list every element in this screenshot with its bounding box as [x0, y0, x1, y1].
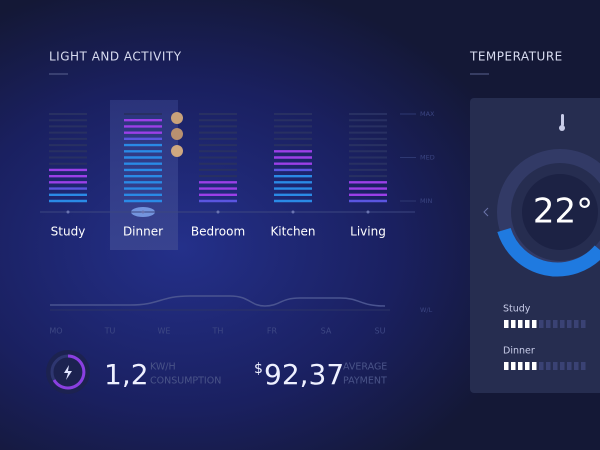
- lit-segment: [532, 362, 537, 370]
- day-label: MO: [49, 327, 62, 336]
- scale-label: MAX: [420, 110, 435, 118]
- consumption-value: 1,2: [104, 358, 149, 391]
- segment: [546, 362, 551, 370]
- level-bar: [199, 181, 237, 203]
- marker: [141, 210, 145, 214]
- level-bar: [124, 119, 162, 203]
- scale-label: MIN: [420, 197, 433, 205]
- payment-value: 92,37: [264, 358, 344, 391]
- avatars: [171, 112, 183, 157]
- room-level: [504, 320, 537, 328]
- segment: [567, 320, 572, 328]
- segment: [581, 362, 586, 370]
- lit-segment: [518, 320, 523, 328]
- marker: [366, 210, 370, 214]
- temperature-value: 22°: [533, 192, 593, 232]
- lit-segment: [511, 362, 516, 370]
- marker: [216, 210, 220, 214]
- segment: [581, 320, 586, 328]
- consumption-icon: [46, 350, 90, 394]
- level-bar: [274, 150, 312, 203]
- lit-segment: [504, 362, 509, 370]
- day-label: TU: [104, 327, 116, 336]
- room-label: Living: [350, 225, 386, 239]
- bolt: [64, 365, 72, 380]
- day-label: FR: [267, 327, 278, 336]
- temperature-panel: [470, 98, 600, 393]
- avatar[interactable]: [171, 128, 183, 140]
- segment: [553, 320, 558, 328]
- segment: [567, 362, 572, 370]
- segment: [539, 320, 544, 328]
- thermometer-bulb: [559, 125, 565, 131]
- consumption-unit: KW/H: [150, 362, 176, 373]
- day-label: WE: [158, 327, 171, 336]
- temperature-core: [522, 174, 598, 250]
- segment: [560, 362, 565, 370]
- lit-segment: [532, 320, 537, 328]
- arrow-left[interactable]: [483, 207, 489, 217]
- room-label: Dinner: [123, 225, 163, 239]
- consumption-label: CONSUMPTION: [150, 376, 221, 387]
- segment: [539, 362, 544, 370]
- payment-label: PAYMENT: [343, 376, 387, 387]
- segment: [574, 362, 579, 370]
- lit-segment: [525, 362, 530, 370]
- lit-segment: [525, 320, 530, 328]
- room-label: Bedroom: [191, 225, 245, 239]
- marker: [66, 210, 70, 214]
- day-label: TH: [212, 327, 224, 336]
- level-bar: [49, 168, 87, 203]
- segment: [560, 320, 565, 328]
- room-label: Study: [51, 225, 86, 239]
- segment: [546, 320, 551, 328]
- dynamic-layer: MAX MED MIN W/L Study Dinner Bedroom Kitchen Liv…: [49, 110, 586, 370]
- icon-arc: [52, 354, 86, 390]
- avatar[interactable]: [171, 112, 183, 124]
- room-label: Study: [503, 304, 531, 315]
- currency: $: [254, 361, 263, 377]
- section-title: TEMPERATURE: [469, 50, 563, 64]
- avatar[interactable]: [171, 145, 183, 157]
- section-title: LIGHT AND ACTIVITY: [49, 50, 182, 64]
- lit-segment: [511, 320, 516, 328]
- temperature-arc: [497, 227, 600, 277]
- level-bar: [349, 181, 387, 203]
- room-label: Kitchen: [270, 225, 315, 239]
- segment: [553, 362, 558, 370]
- scale-label: MED: [420, 154, 435, 162]
- thermometer-icon: [561, 114, 564, 126]
- scale-label: W/L: [420, 306, 433, 314]
- marker: [291, 210, 295, 214]
- segment: [574, 320, 579, 328]
- lit-segment: [504, 320, 509, 328]
- lit-segment: [518, 362, 523, 370]
- room-label: Dinner: [503, 346, 535, 357]
- room-level: [504, 362, 537, 370]
- activity-wave: [50, 295, 386, 307]
- payment-label: AVERAGE: [343, 362, 387, 373]
- day-label: SU: [375, 327, 386, 336]
- day-label: SA: [321, 327, 332, 336]
